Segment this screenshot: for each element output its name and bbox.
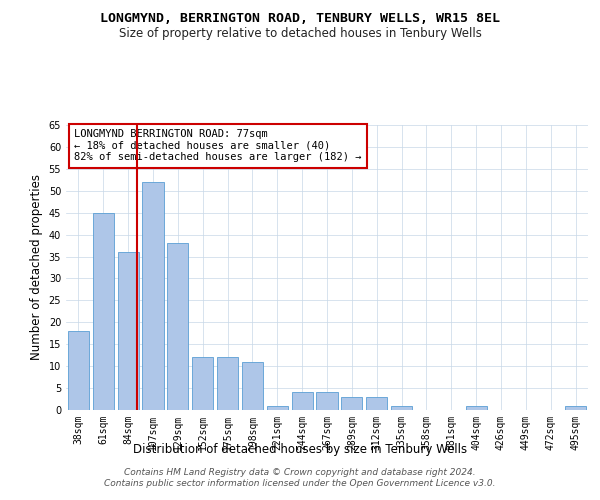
Bar [316,392,338,410]
Bar [267,406,288,410]
Bar [565,406,586,410]
Bar [68,331,89,410]
Bar [142,182,164,410]
Bar [366,397,387,410]
Text: LONGMYND, BERRINGTON ROAD, TENBURY WELLS, WR15 8EL: LONGMYND, BERRINGTON ROAD, TENBURY WELLS… [100,12,500,26]
Bar [192,358,213,410]
Text: Size of property relative to detached houses in Tenbury Wells: Size of property relative to detached ho… [119,28,481,40]
Bar [242,362,263,410]
Bar [341,397,362,410]
Text: LONGMYND BERRINGTON ROAD: 77sqm
← 18% of detached houses are smaller (40)
82% of: LONGMYND BERRINGTON ROAD: 77sqm ← 18% of… [74,130,361,162]
Bar [93,212,114,410]
Bar [292,392,313,410]
Bar [466,406,487,410]
Text: Contains HM Land Registry data © Crown copyright and database right 2024.
Contai: Contains HM Land Registry data © Crown c… [104,468,496,487]
Y-axis label: Number of detached properties: Number of detached properties [30,174,43,360]
Bar [167,244,188,410]
Text: Distribution of detached houses by size in Tenbury Wells: Distribution of detached houses by size … [133,442,467,456]
Bar [391,406,412,410]
Bar [118,252,139,410]
Bar [217,358,238,410]
